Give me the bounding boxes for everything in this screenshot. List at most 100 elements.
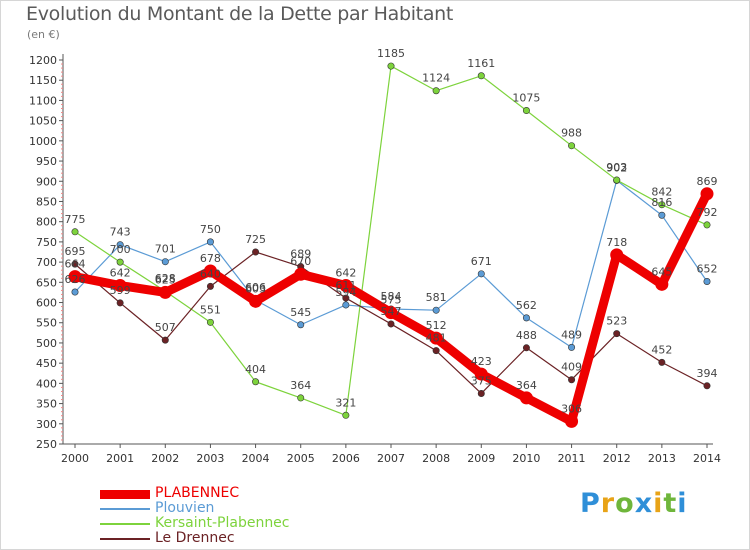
x-tick-label: 2005 bbox=[287, 452, 315, 465]
data-label: 642 bbox=[110, 267, 131, 280]
y-tick-label: 1100 bbox=[29, 94, 57, 107]
data-label: 599 bbox=[110, 284, 131, 297]
data-label: 792 bbox=[697, 206, 718, 219]
data-label: 489 bbox=[561, 328, 582, 341]
y-tick-label: 450 bbox=[36, 357, 57, 370]
axes: 250 300 350 400 450 500 550 600 650 700 750 800 850 9… bbox=[29, 54, 721, 465]
data-label: 488 bbox=[516, 329, 537, 342]
data-label: 701 bbox=[155, 243, 176, 256]
data-point bbox=[474, 367, 488, 381]
y-tick-label: 1000 bbox=[29, 135, 57, 148]
data-point bbox=[384, 306, 398, 320]
data-label: 394 bbox=[697, 367, 718, 380]
data-point bbox=[387, 62, 395, 70]
data-label: 775 bbox=[65, 213, 86, 226]
data-label: 523 bbox=[606, 315, 627, 328]
data-point bbox=[522, 314, 530, 322]
x-tick-label: 2008 bbox=[422, 452, 450, 465]
data-label: 988 bbox=[561, 127, 582, 140]
data-point bbox=[206, 282, 214, 290]
x-tick-label: 2001 bbox=[106, 452, 134, 465]
y-tick-label: 1050 bbox=[29, 115, 57, 128]
data-point bbox=[610, 248, 624, 262]
legend-label: Kersaint-Plabennec bbox=[155, 515, 290, 531]
data-label: 869 bbox=[697, 175, 718, 188]
data-point bbox=[432, 87, 440, 95]
data-label: 640 bbox=[200, 267, 221, 280]
legend-swatch bbox=[100, 489, 150, 499]
data-label: 452 bbox=[651, 343, 672, 356]
data-label: 628 bbox=[155, 272, 176, 285]
chart-title: Evolution du Montant de la Dette par Hab… bbox=[26, 3, 454, 25]
y-tick-label: 600 bbox=[36, 297, 57, 310]
data-label: 545 bbox=[290, 306, 311, 319]
data-label: 743 bbox=[110, 226, 131, 239]
series-kersaint-plabennec bbox=[71, 62, 711, 419]
data-point bbox=[703, 278, 711, 286]
data-label: 625 bbox=[155, 273, 176, 286]
data-point bbox=[116, 241, 124, 249]
data-point bbox=[568, 142, 576, 150]
data-point bbox=[116, 299, 124, 307]
legend-swatch bbox=[100, 523, 150, 525]
data-label: 695 bbox=[65, 245, 86, 258]
series-plabennec bbox=[68, 187, 714, 428]
data-point bbox=[342, 411, 350, 419]
data-label: 902 bbox=[606, 161, 627, 174]
data-point bbox=[477, 270, 485, 278]
data-point bbox=[339, 279, 353, 293]
x-tick-label: 2004 bbox=[242, 452, 270, 465]
x-tick-label: 2010 bbox=[512, 452, 540, 465]
data-label: 626 bbox=[65, 273, 86, 286]
data-point bbox=[68, 270, 82, 284]
y-tick-label: 650 bbox=[36, 276, 57, 289]
data-labels-layer: 664 642 625 678 603 670 642 575 512 423 364 306 718 6… bbox=[65, 47, 718, 415]
data-point bbox=[477, 389, 485, 397]
data-point bbox=[161, 336, 169, 344]
data-point bbox=[161, 258, 169, 266]
data-point bbox=[71, 228, 79, 236]
data-point bbox=[294, 267, 308, 281]
data-point bbox=[387, 320, 395, 328]
y-tick-label: 1200 bbox=[29, 54, 57, 67]
data-label: 306 bbox=[561, 402, 582, 415]
y-tick-label: 700 bbox=[36, 256, 57, 269]
data-label: 584 bbox=[381, 290, 402, 303]
data-label: 689 bbox=[290, 248, 311, 261]
y-tick-label: 750 bbox=[36, 236, 57, 249]
x-tick-label: 2011 bbox=[558, 452, 586, 465]
data-point bbox=[158, 285, 172, 299]
legend-swatch bbox=[100, 508, 150, 510]
y-tick-label: 500 bbox=[36, 337, 57, 350]
data-point bbox=[522, 344, 530, 352]
data-point bbox=[658, 211, 666, 219]
data-label: 678 bbox=[200, 252, 221, 265]
data-label: 481 bbox=[426, 332, 447, 345]
data-point bbox=[613, 330, 621, 338]
data-label: 606 bbox=[245, 281, 266, 294]
data-label: 575 bbox=[381, 294, 402, 307]
data-label: 1075 bbox=[512, 92, 540, 105]
data-point bbox=[297, 394, 305, 402]
data-point bbox=[297, 321, 305, 329]
series-le-drennec bbox=[71, 248, 711, 397]
data-label: 581 bbox=[426, 291, 447, 304]
data-label: 507 bbox=[155, 321, 176, 334]
data-point bbox=[658, 358, 666, 366]
data-point bbox=[71, 288, 79, 296]
data-label: 404 bbox=[245, 363, 266, 376]
data-label: 321 bbox=[335, 396, 356, 409]
data-label: 1161 bbox=[467, 57, 495, 70]
legend-label: PLABENNEC bbox=[155, 485, 240, 501]
y-tick-label: 550 bbox=[36, 317, 57, 330]
data-point bbox=[522, 107, 530, 115]
data-label: 364 bbox=[516, 379, 537, 392]
data-label: 671 bbox=[471, 255, 492, 268]
data-label: 547 bbox=[381, 305, 402, 318]
data-point bbox=[477, 72, 485, 80]
data-label: 409 bbox=[561, 361, 582, 374]
data-label: 423 bbox=[471, 355, 492, 368]
x-tick-label: 2003 bbox=[196, 452, 224, 465]
